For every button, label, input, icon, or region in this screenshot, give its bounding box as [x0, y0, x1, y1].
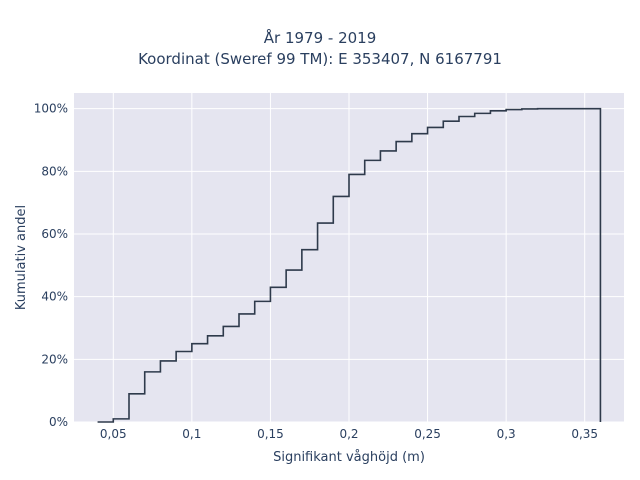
x-tick-label: 0,05 — [100, 427, 127, 441]
y-tick-label: 60% — [41, 227, 68, 241]
x-tick-label: 0,3 — [497, 427, 516, 441]
chart-title-block: År 1979 - 2019 Koordinat (Sweref 99 TM):… — [0, 28, 640, 70]
series-group — [97, 107, 602, 423]
chart-title: År 1979 - 2019 — [263, 29, 377, 47]
x-tick-label: 0,25 — [414, 427, 441, 441]
y-axis-title: Kumulativ andel — [14, 205, 29, 310]
chart-subtitle: Koordinat (Sweref 99 TM): E 353407, N 61… — [138, 50, 502, 68]
grid-lines — [74, 93, 624, 423]
y-tick-label: 100% — [34, 102, 68, 116]
x-tick-label: 0,15 — [257, 427, 284, 441]
y-tick-labels: 0% 20% 40% 60% 80% 100% — [34, 102, 68, 429]
y-tick-label: 20% — [41, 352, 68, 366]
y-tick-label: 80% — [41, 164, 68, 178]
x-tick-label: 0,2 — [339, 427, 358, 441]
x-tick-labels: 0,05 0,1 0,15 0,2 0,25 0,3 0,35 — [100, 427, 598, 441]
x-tick-label: 0,1 — [182, 427, 201, 441]
series-line — [97, 107, 602, 423]
y-tick-label: 0% — [49, 415, 68, 429]
x-tick-label: 0,35 — [571, 427, 598, 441]
x-axis-title: Signifikant våghöjd (m) — [273, 450, 425, 465]
y-tick-label: 40% — [41, 290, 68, 304]
